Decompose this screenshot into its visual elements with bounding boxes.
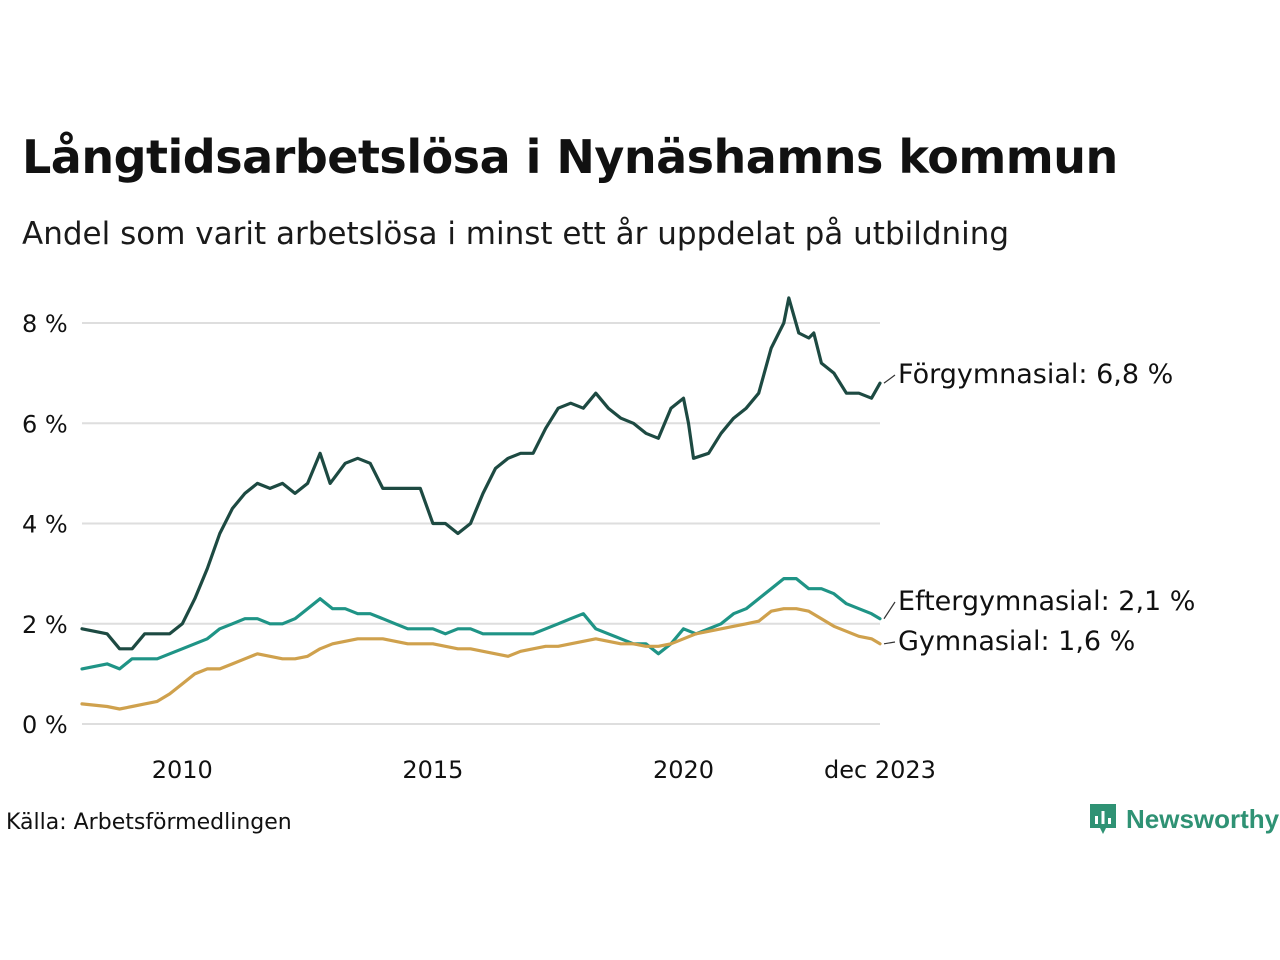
y-tick-label: 6 %	[22, 410, 68, 438]
chart-subtitle: Andel som varit arbetslösa i minst ett å…	[22, 216, 1010, 252]
series-line-eftergymnasial	[80, 577, 882, 671]
label-leader-line	[883, 601, 896, 620]
brand-name: Newsworthy	[1126, 803, 1280, 834]
label-leader-line	[883, 641, 896, 645]
series-labels: Förgymnasial: 6,8 % Eftergymnasial: 2,1 %…	[883, 359, 1195, 657]
line-chart: 0 % 2 % 4 % 6 % 8 % 2010 2015 2020 dec 2023 För…	[22, 296, 1195, 784]
series-label-eftergymnasial: Eftergymnasial: 2,1 %	[898, 586, 1195, 617]
chart-title: Långtidsarbetslösa i Nynäshamns kommun	[22, 130, 1118, 184]
x-axis-ticks: 2010 2015 2020 dec 2023	[152, 756, 936, 784]
series-line-förgymnasial	[80, 296, 882, 651]
x-tick-label: 2010	[152, 756, 213, 784]
x-tick-label: 2015	[402, 756, 463, 784]
brand-logo: Newsworthy	[1088, 802, 1279, 836]
newsworthy-logo-icon	[1090, 804, 1116, 834]
source-note: Källa: Arbetsförmedlingen	[6, 810, 292, 835]
y-tick-label: 0 %	[22, 711, 68, 739]
series-line-gymnasial	[80, 607, 882, 711]
label-leader-line	[883, 374, 896, 384]
y-tick-label: 2 %	[22, 611, 68, 639]
y-tick-label: 8 %	[22, 310, 68, 338]
x-tick-label: 2020	[653, 756, 714, 784]
y-tick-label: 4 %	[22, 511, 68, 539]
series-label-förgymnasial: Förgymnasial: 6,8 %	[898, 359, 1173, 390]
series-label-gymnasial: Gymnasial: 1,6 %	[898, 626, 1135, 657]
y-axis-ticks: 0 % 2 % 4 % 6 % 8 %	[22, 310, 68, 739]
series-lines	[80, 296, 882, 711]
x-tick-label: dec 2023	[824, 756, 936, 784]
